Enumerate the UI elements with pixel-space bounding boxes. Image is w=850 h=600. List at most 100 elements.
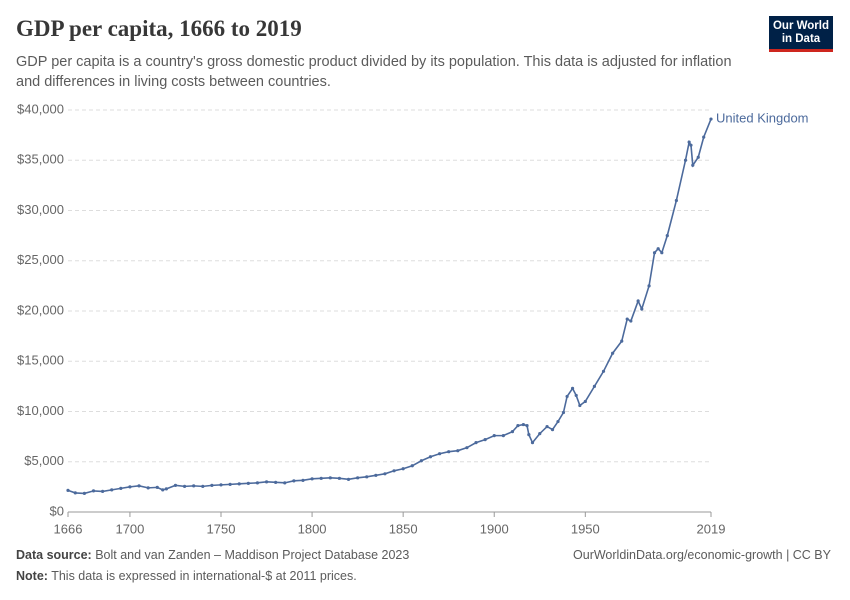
line	[67, 118, 712, 495]
point	[647, 284, 651, 288]
y-tick-label: $25,000	[17, 252, 64, 267]
point	[656, 247, 660, 251]
point	[301, 478, 305, 482]
point	[625, 317, 629, 321]
point	[192, 484, 196, 488]
y-tick-label: $20,000	[17, 302, 64, 317]
point	[687, 140, 691, 144]
source: Data source: Bolt and van Zanden – Maddi…	[16, 548, 409, 562]
source-label: Data source:	[16, 548, 92, 562]
point	[292, 479, 296, 483]
point	[521, 422, 525, 427]
point	[636, 299, 640, 303]
point	[246, 481, 250, 485]
y-tick-label: $30,000	[17, 202, 64, 217]
point	[255, 481, 260, 485]
point	[611, 351, 615, 355]
logo-text: Our World	[772, 20, 829, 32]
point	[492, 434, 496, 438]
point	[346, 477, 351, 481]
point	[516, 423, 520, 428]
point	[709, 117, 713, 121]
point	[570, 386, 575, 390]
point	[652, 251, 657, 255]
point	[550, 427, 555, 432]
x-tick-label: 1950	[571, 521, 600, 535]
chart-title: GDP per capita, 1666 to 2019	[16, 16, 302, 41]
point	[110, 488, 114, 492]
logo[interactable]: Our World in Data	[769, 16, 833, 52]
point	[437, 452, 442, 456]
note-label: Note:	[16, 569, 48, 583]
point	[410, 464, 414, 468]
point	[337, 476, 342, 480]
point	[401, 467, 405, 471]
point	[501, 434, 505, 438]
chart: $0 $5,000 $10,000 $15,000 $20,000 $25,000 $30,…	[17, 101, 809, 535]
point	[161, 488, 165, 492]
point	[173, 483, 178, 487]
point	[561, 410, 566, 415]
point	[155, 485, 159, 489]
point	[574, 393, 578, 398]
x-tick-label: 1800	[298, 521, 327, 535]
point	[264, 480, 269, 484]
point	[545, 424, 549, 429]
point	[319, 476, 323, 480]
point	[219, 483, 223, 487]
point	[356, 476, 360, 480]
chart-subtitle: GDP per capita is a country's gross dome…	[16, 54, 732, 90]
point	[483, 438, 487, 442]
point	[82, 491, 86, 496]
point	[228, 482, 232, 486]
point	[629, 319, 633, 323]
x-tick-label: 1700	[115, 521, 144, 535]
point	[702, 135, 706, 139]
point	[530, 441, 535, 445]
point	[146, 486, 150, 490]
point	[128, 485, 132, 489]
point	[601, 369, 606, 373]
point	[674, 198, 678, 203]
y-tick-label: $15,000	[17, 353, 64, 368]
y-tick-label: $5,000	[24, 453, 64, 468]
y-tick-label: $0	[50, 503, 64, 518]
point	[565, 394, 569, 399]
note: Note: This data is expressed in internat…	[16, 569, 357, 583]
point	[137, 484, 141, 488]
point	[392, 469, 396, 473]
point	[164, 487, 168, 491]
point	[620, 339, 624, 343]
x-tick-label: 1666	[54, 521, 83, 535]
point	[578, 403, 582, 408]
x-tick-label: 1850	[389, 521, 418, 535]
x-tick-label: 1750	[207, 521, 236, 535]
point	[374, 473, 378, 477]
point	[182, 484, 187, 488]
point	[538, 432, 542, 436]
y-tick-label: $10,000	[17, 403, 64, 418]
point	[691, 163, 695, 167]
source-link[interactable]: OurWorldinData.org/economic-growth | CC …	[573, 548, 831, 562]
point	[592, 384, 597, 388]
point	[456, 449, 460, 453]
point	[683, 158, 688, 162]
point	[237, 482, 241, 486]
point	[210, 483, 214, 487]
point	[73, 491, 77, 495]
point	[310, 477, 314, 481]
point	[474, 441, 478, 445]
point	[583, 399, 587, 404]
point	[665, 234, 669, 238]
point	[328, 476, 332, 480]
point	[91, 489, 96, 493]
point	[660, 251, 664, 255]
point	[447, 450, 451, 454]
x-tick-label: 2019	[697, 521, 726, 535]
note-text: This data is expressed in international-…	[51, 569, 357, 583]
source-text: Bolt and van Zanden – Maddison Project D…	[95, 548, 410, 562]
point	[510, 430, 515, 434]
point	[465, 446, 469, 450]
point	[689, 143, 693, 147]
